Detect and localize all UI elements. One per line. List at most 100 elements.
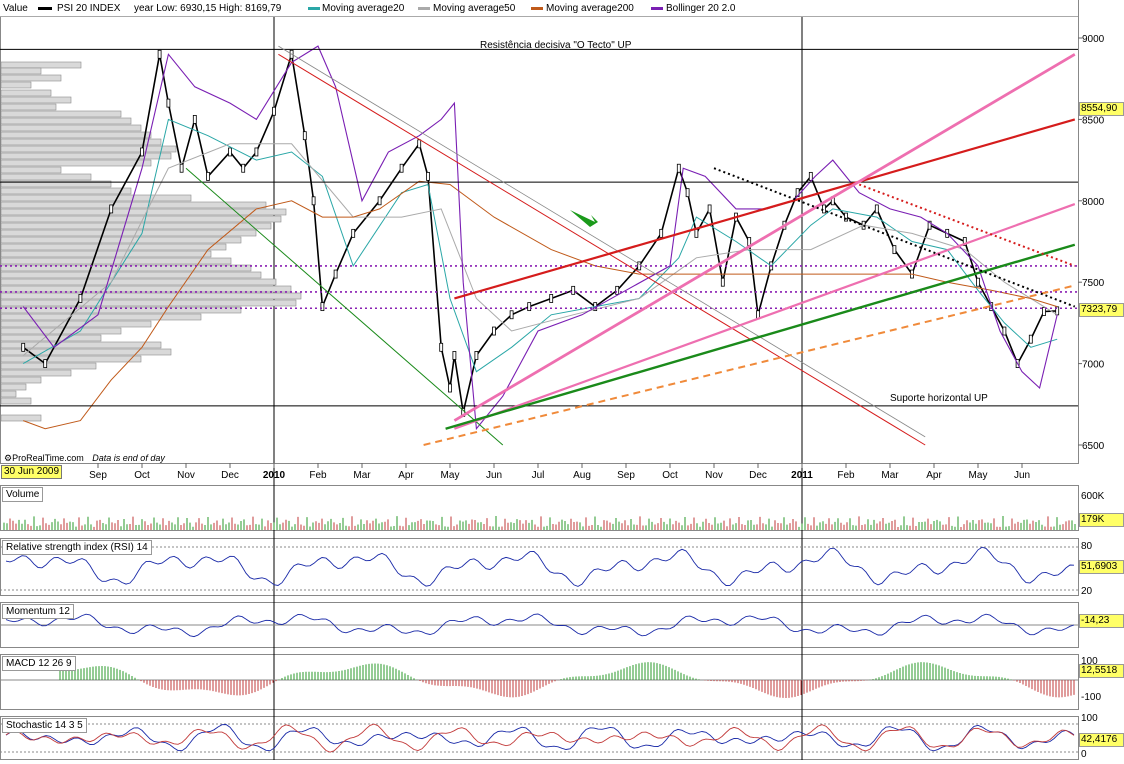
pink-uptrend (454, 203, 1076, 430)
footer-brand: ⚙ProRealTime.com Data is end of day (4, 452, 165, 464)
stochastic-k-line (5, 724, 1075, 752)
volume-profile-bar (0, 166, 62, 174)
y-tick-label: 8000 (1082, 197, 1105, 208)
candle (844, 212, 848, 222)
volume-profile-bar (0, 362, 97, 370)
legend-yearlow-label: year Low: 6930,15 High: 8169,79 (134, 3, 282, 14)
volume-profile-bar (0, 222, 272, 230)
volume-profile-bar (0, 264, 252, 272)
x-tick-label: Dec (221, 470, 239, 481)
x-tick-label: Jun (486, 470, 502, 481)
volume-profile-bar (0, 215, 282, 223)
rsi-panel-frame (0, 538, 1079, 596)
candle (43, 359, 48, 369)
candle (685, 188, 690, 198)
candle (492, 326, 496, 336)
y-tick-label: 6500 (1082, 441, 1105, 452)
rsi-ytick-80: 80 (1081, 541, 1093, 552)
volume-profile-bar (0, 271, 262, 279)
volume-profile-bar (0, 414, 42, 422)
candle (874, 204, 879, 214)
volume-profile-bar (0, 159, 152, 167)
volume-profile-bar (0, 278, 277, 286)
volume-profile-bar (0, 194, 192, 202)
x-tick-label: 2011 (791, 470, 813, 481)
trendlines-layer (0, 45, 1078, 446)
x-tick-label: 2010 (263, 470, 286, 481)
candle (1042, 307, 1046, 316)
x-tick-label: Nov (177, 470, 195, 481)
candle (962, 237, 967, 246)
volume-profile-bar (0, 369, 72, 377)
candle (333, 269, 338, 279)
candle (1002, 326, 1007, 336)
volume-profile-bar (0, 110, 122, 118)
axis-layer: Sep Oct Nov Dec 2010 Feb Mar Apr May Jun Jul Aug Sep… (89, 34, 1105, 481)
stochastic-panel-title: Stochastic 14 3 5 (2, 718, 87, 733)
momentum-panel-title: Momentum 12 (2, 604, 74, 619)
candle (21, 342, 26, 352)
pink-uptrend-steep (453, 53, 1076, 422)
candle (302, 131, 307, 141)
candle (272, 106, 276, 116)
volume-profile-bar (0, 117, 132, 125)
candle (399, 163, 404, 173)
candle (927, 220, 932, 230)
candle (78, 294, 83, 303)
volume-panel-frame (0, 485, 1079, 531)
x-tick-label: Jun (1014, 470, 1030, 481)
candle (311, 196, 316, 206)
candle (179, 163, 184, 173)
rsi-ytick-20: 20 (1081, 586, 1093, 597)
x-tick-label: Dec (749, 470, 767, 481)
last-price-tag: 7323,79 (1079, 303, 1124, 317)
momentum-last-tag: -14,23 (1079, 614, 1124, 628)
stoch-ytick-0: 0 (1081, 749, 1087, 760)
x-tick-label: May (969, 470, 988, 481)
candle (351, 228, 356, 238)
green-downtrend-thin (185, 167, 504, 446)
legend-ma50-label: Moving average50 (433, 3, 516, 14)
candle (192, 115, 197, 124)
grid-layer (273, 17, 803, 760)
candle (615, 285, 620, 295)
legend-boll-label: Bollinger 20 2.0 (666, 3, 736, 14)
x-tick-label: Mar (353, 470, 371, 481)
candle (509, 310, 514, 320)
volume-profile-bar (0, 383, 27, 391)
x-tick-label: Oct (662, 470, 678, 481)
candle (157, 49, 162, 59)
volume-profile-bar (0, 320, 152, 328)
x-tick-label: Mar (881, 470, 899, 481)
candle (707, 204, 712, 214)
legend-series-label: PSI 20 INDEX (57, 3, 121, 14)
candle (254, 147, 259, 157)
candle (140, 147, 144, 157)
candle (439, 342, 444, 352)
volume-profile-bar (0, 152, 172, 160)
volume-last-tag: 179K (1079, 513, 1124, 527)
volume-profile-bar (0, 313, 202, 321)
x-tick-label: Sep (89, 470, 107, 481)
indicators-layer (0, 516, 1078, 753)
candle (426, 171, 430, 181)
y-tick-label: 9000 (1082, 34, 1105, 45)
stochastic-panel-frame (0, 716, 1079, 760)
volume-profile-bar (0, 299, 297, 307)
candle (720, 277, 725, 287)
candle (659, 228, 664, 238)
volume-profile-bar (0, 348, 172, 356)
x-tick-label: Jul (532, 470, 545, 481)
y-tick-label: 7500 (1082, 278, 1105, 289)
y-tick-label: 8500 (1082, 115, 1105, 126)
red-uptrend (454, 118, 1076, 300)
candle (109, 204, 114, 214)
candle (676, 163, 681, 173)
volume-profile-bar (0, 61, 82, 69)
candle (976, 277, 980, 287)
legend-ma200-swatch (531, 7, 543, 10)
high-price-tag: 8554,90 (1079, 102, 1124, 116)
volume-profile-bar (0, 229, 257, 237)
price-layer (21, 45, 1060, 431)
legend-value-label: Value (3, 3, 28, 14)
